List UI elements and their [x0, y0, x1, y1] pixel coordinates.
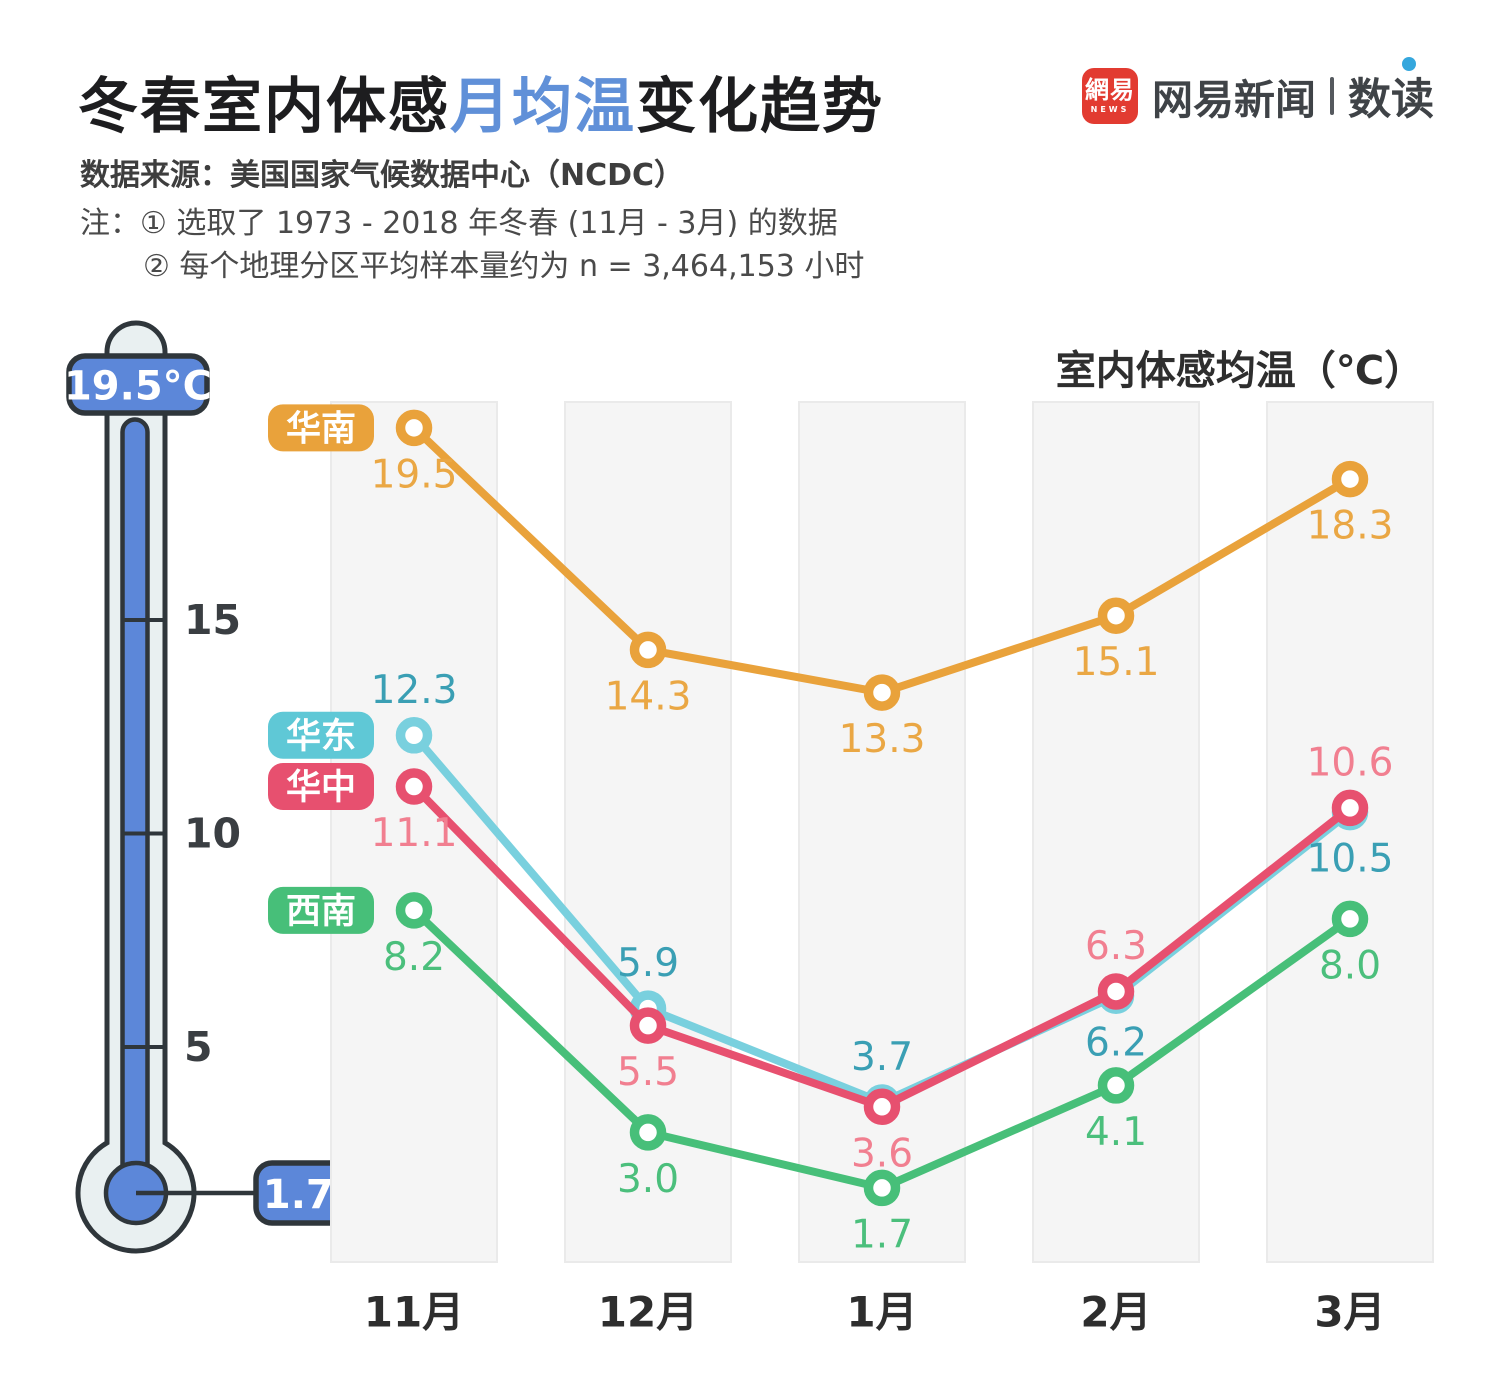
- thermometer-ticks: [121, 618, 166, 1049]
- value-label: 11.1: [371, 811, 458, 856]
- month-label: 11月: [364, 1288, 464, 1337]
- axis-title: 室内体感均温（℃）: [1056, 348, 1424, 394]
- series-华中: [395, 768, 1369, 1126]
- data-point-marker: [1097, 973, 1135, 1010]
- value-label: 15.1: [1073, 640, 1160, 685]
- logo-news-text: 网易新闻: [1152, 76, 1316, 124]
- value-label: 5.9: [617, 941, 679, 986]
- data-point-marker: [1097, 1067, 1135, 1104]
- value-label: 14.3: [605, 674, 692, 719]
- value-label: 13.3: [839, 717, 926, 762]
- tick-label-5: 5: [184, 1023, 213, 1071]
- data-point-marker: [395, 717, 433, 754]
- thermometer-top-badge-value: 19.5°C: [64, 364, 212, 410]
- data-point-marker: [1331, 460, 1369, 498]
- data-point-marker: [629, 631, 667, 669]
- netease-logo: 網易 NEWS 网易新闻 数读: [1082, 57, 1434, 127]
- logo-brand-text: 数读: [1348, 57, 1434, 127]
- legend-华南: 华南: [268, 404, 374, 452]
- logo-brand-label: 数读: [1348, 75, 1434, 125]
- legend-label: 华南: [286, 409, 356, 449]
- data-source: 数据来源：美国国家气候数据中心（NCDC）: [80, 158, 685, 193]
- month-band: [1266, 401, 1434, 1263]
- data-point-marker: [395, 409, 433, 447]
- legend-label: 西南: [286, 892, 356, 932]
- value-label: 4.1: [1085, 1110, 1147, 1155]
- value-label: 18.3: [1307, 504, 1394, 549]
- month-band: [1032, 401, 1200, 1263]
- data-point-marker: [395, 892, 433, 929]
- data-point-marker: [1331, 900, 1369, 938]
- legend-label: 华中: [286, 768, 356, 808]
- data-point-marker: [863, 674, 901, 711]
- logo-box-cn: 網易: [1085, 76, 1135, 104]
- value-label: 8.0: [1319, 943, 1381, 988]
- thermometer-mercury-column: [120, 417, 150, 1173]
- value-label: 8.2: [383, 935, 445, 980]
- legend-badge: [268, 711, 374, 759]
- data-point-marker: [629, 1114, 667, 1151]
- series-华南: [395, 409, 1369, 711]
- tick-label-10: 10: [184, 810, 241, 858]
- legend-label: 华东: [286, 717, 356, 757]
- month-band: [330, 401, 498, 1263]
- legend-badge: [268, 763, 374, 811]
- month-label: 2月: [1080, 1288, 1151, 1337]
- note-line-2: ② 每个地理分区平均样本量约为 n = 3,464,153 小时: [143, 249, 865, 284]
- legend-华中: 华中: [268, 763, 374, 811]
- data-point-marker: [1097, 597, 1135, 634]
- series-西南: [395, 892, 1369, 1207]
- value-label: 12.3: [371, 668, 458, 713]
- logo-brand-dot-icon: [1402, 57, 1416, 71]
- value-label: 19.5: [371, 452, 458, 497]
- data-point-marker: [629, 1007, 667, 1044]
- month-label: 1月: [846, 1288, 917, 1337]
- value-label: 10.5: [1307, 837, 1394, 882]
- legend-badge: [268, 404, 374, 452]
- tick-label-15: 15: [184, 596, 241, 644]
- month-bands: [330, 401, 1434, 1263]
- value-label: 6.2: [1085, 1020, 1147, 1065]
- data-point-marker: [863, 1169, 901, 1207]
- netease-logo-icon: 網易 NEWS: [1082, 68, 1138, 124]
- page-title-prefix: 冬春室内体感: [78, 72, 450, 142]
- data-point-marker: [863, 1088, 901, 1126]
- page-title-highlight: 月均温: [450, 72, 636, 142]
- legend-西南: 西南: [268, 886, 374, 934]
- logo-box-en: NEWS: [1090, 105, 1130, 114]
- data-point-marker: [1331, 789, 1369, 827]
- note-line-1: 注：① 选取了 1973 - 2018 年冬春 (11月 - 3月) 的数据: [80, 206, 838, 241]
- value-label: 6.3: [1085, 924, 1147, 969]
- value-label: 3.0: [617, 1157, 679, 1202]
- thermometer-top-badge: [66, 353, 210, 416]
- month-label: 3月: [1314, 1288, 1385, 1337]
- value-label: 3.6: [851, 1131, 913, 1176]
- data-point-marker: [395, 768, 433, 805]
- value-label: 3.7: [851, 1035, 913, 1080]
- page-title-suffix: 变化趋势: [636, 72, 884, 142]
- page-title: 冬春室内体感月均温变化趋势: [78, 58, 884, 145]
- legend-badge: [268, 886, 374, 934]
- value-label: 10.6: [1307, 740, 1394, 785]
- value-label: 1.7: [851, 1212, 913, 1257]
- legend-华东: 华东: [268, 711, 374, 759]
- logo-separator: [1330, 77, 1334, 115]
- value-label: 5.5: [617, 1050, 679, 1095]
- month-label: 12月: [598, 1288, 698, 1337]
